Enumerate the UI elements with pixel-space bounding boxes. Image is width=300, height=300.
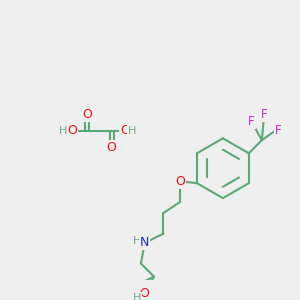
Text: F: F (248, 115, 255, 128)
Text: H: H (128, 126, 136, 136)
Text: H: H (133, 293, 141, 300)
Text: N: N (140, 236, 149, 250)
Text: O: O (107, 141, 117, 154)
Text: O: O (82, 107, 92, 121)
Text: O: O (68, 124, 77, 137)
Text: O: O (175, 175, 185, 188)
Text: O: O (140, 287, 150, 300)
Text: F: F (274, 124, 281, 137)
Text: H: H (133, 236, 141, 246)
Text: O: O (120, 124, 130, 137)
Text: H: H (59, 126, 67, 136)
Text: F: F (260, 109, 267, 122)
